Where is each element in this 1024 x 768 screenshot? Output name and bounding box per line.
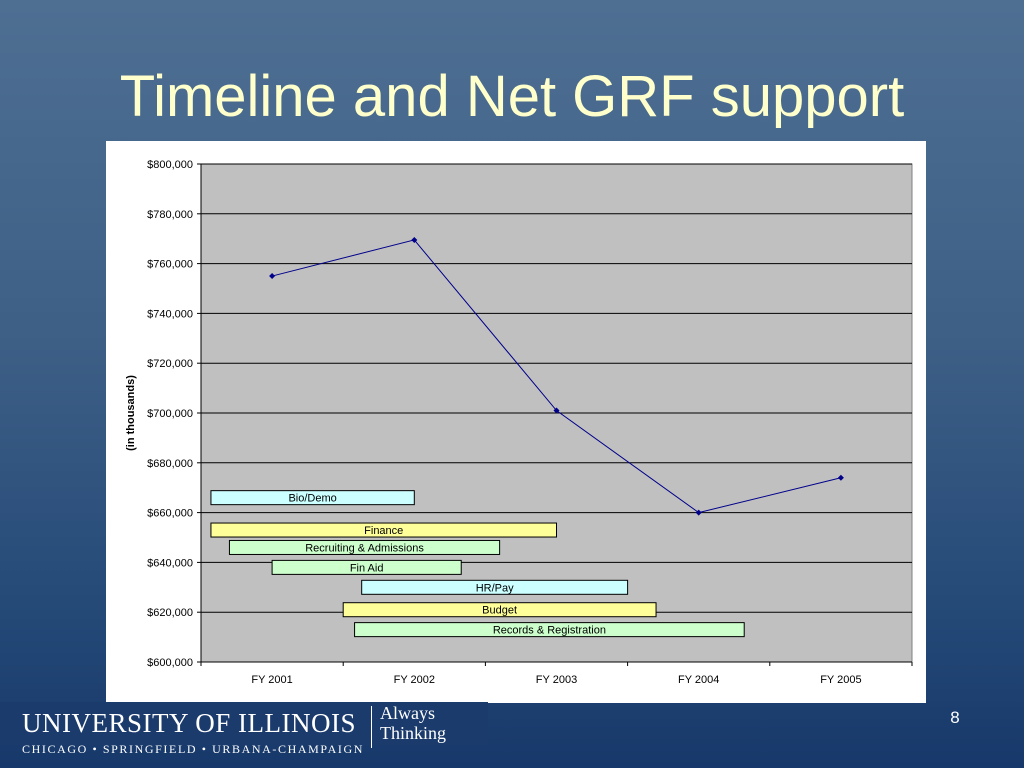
logo-tagline: Always Thinking	[380, 703, 446, 743]
x-tick-label: FY 2004	[678, 674, 719, 686]
x-tick-label: FY 2001	[251, 674, 292, 686]
y-tick-label: $640,000	[147, 557, 193, 569]
university-campuses: CHICAGO • SPRINGFIELD • URBANA-CHAMPAIGN	[22, 742, 364, 756]
timeline-bar	[210, 522, 557, 538]
data-point	[837, 474, 844, 481]
data-point	[553, 407, 560, 414]
footer-logo-bar	[0, 702, 488, 745]
timeline-bar	[210, 490, 415, 506]
timeline-bar	[361, 579, 629, 595]
page-number: 8	[950, 708, 960, 727]
x-tick-label: FY 2003	[536, 674, 577, 686]
x-tick-label: FY 2005	[820, 674, 861, 686]
timeline-bar	[342, 602, 657, 618]
y-tick-label: $680,000	[147, 458, 193, 470]
y-tick-label: $600,000	[147, 657, 193, 669]
timeline-bar-label: Fin Aid	[350, 562, 384, 574]
y-tick-label: $700,000	[147, 408, 193, 420]
timeline-bar-label: Finance	[364, 525, 403, 537]
net-grf-chart: $600,000 $620,000 $640,000 $660,000 $680,000…	[125, 159, 913, 686]
x-tick-label: FY 2002	[394, 674, 435, 686]
tagline-line2: Thinking	[380, 723, 446, 743]
data-point	[269, 273, 276, 280]
timeline-bar-label: Bio/Demo	[288, 493, 336, 505]
university-logo-wordmark: UNIVERSITY OF ILLINOIS	[22, 708, 356, 738]
tagline-line1: Always	[380, 703, 435, 723]
y-tick-label: $660,000	[147, 508, 193, 520]
y-tick-label: $760,000	[147, 259, 193, 271]
y-tick-label: $740,000	[147, 308, 193, 320]
timeline-bar-label: Budget	[482, 605, 517, 617]
y-tick-label: $800,000	[147, 159, 193, 171]
data-point	[695, 509, 702, 516]
timeline-bar	[228, 539, 501, 555]
data-point	[411, 236, 418, 243]
timeline-bar-label: Recruiting & Admissions	[305, 542, 424, 554]
y-tick-label: $620,000	[147, 607, 193, 619]
timeline-bar	[271, 559, 462, 575]
chart-panel: $600,000 $620,000 $640,000 $660,000 $680,000…	[106, 141, 926, 703]
y-axis-label: (in thousands)	[125, 375, 137, 451]
y-tick-label: $720,000	[147, 358, 193, 370]
timeline-bar	[354, 622, 745, 638]
y-tick-label: $780,000	[147, 209, 193, 221]
slide-title: Timeline and Net GRF support	[119, 64, 905, 129]
timeline-bar-label: Records & Registration	[493, 625, 606, 637]
logo-divider	[371, 706, 372, 748]
timeline-bar-label: HR/Pay	[476, 582, 514, 594]
